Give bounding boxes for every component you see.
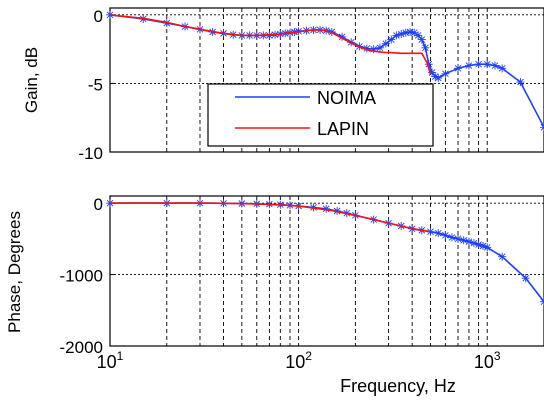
data-point-noima bbox=[106, 10, 114, 19]
series-line-lapin bbox=[109, 14, 432, 75]
data-point-noima bbox=[521, 274, 530, 283]
y-tick-label: -10 bbox=[78, 144, 103, 163]
phase-x-ticks: 101 102 103 bbox=[97, 349, 501, 372]
data-point-noima bbox=[392, 31, 401, 40]
data-point-noima bbox=[375, 43, 384, 52]
data-point-noima bbox=[464, 237, 473, 246]
y-tick-label: 0 bbox=[94, 7, 103, 26]
data-point-noima bbox=[459, 236, 468, 245]
data-point-noima bbox=[498, 64, 507, 73]
data-point-noima bbox=[406, 28, 415, 36]
data-point-noima bbox=[441, 231, 450, 240]
x-tick-label: 103 bbox=[474, 349, 501, 372]
data-point-noima bbox=[381, 39, 390, 48]
data-point-noima bbox=[491, 61, 500, 70]
legend: NOIMA LAPIN bbox=[207, 83, 434, 147]
data-point-noima bbox=[417, 35, 426, 44]
data-point-noima bbox=[474, 60, 483, 69]
data-point-noima bbox=[464, 61, 473, 70]
gain-plot: 0 -5 -10 NOIMA LAPIN Gain, dB bbox=[22, 7, 544, 163]
data-point-noima bbox=[434, 73, 443, 82]
x-tick-label: 102 bbox=[285, 349, 312, 372]
data-point-noima bbox=[397, 30, 406, 39]
y-tick-label: 0 bbox=[94, 195, 103, 214]
y-tick-label: -1000 bbox=[60, 267, 103, 286]
data-point-noima bbox=[338, 32, 347, 41]
data-point-noima bbox=[498, 252, 507, 261]
y-tick-label: -2000 bbox=[60, 338, 103, 357]
phase-series bbox=[106, 199, 544, 306]
y-tick-label: -5 bbox=[88, 75, 103, 94]
phase-y-axis-label: Phase, Degrees bbox=[5, 211, 24, 333]
gain-y-ticks: 0 -5 -10 bbox=[78, 7, 115, 163]
data-point-noima bbox=[431, 72, 440, 81]
data-point-noima bbox=[362, 44, 371, 53]
data-point-noima bbox=[447, 233, 456, 242]
gain-y-axis-label: Gain, dB bbox=[22, 47, 41, 113]
data-point-noima bbox=[426, 227, 435, 236]
data-point-noima bbox=[387, 35, 396, 44]
data-point-noima bbox=[441, 69, 450, 78]
phase-y-ticks: 0 -1000 -2000 bbox=[60, 195, 115, 357]
phase-x-axis-label: Frequency, Hz bbox=[340, 376, 456, 396]
data-point-noima bbox=[479, 242, 488, 250]
legend-box bbox=[207, 83, 434, 147]
data-point-noima bbox=[454, 234, 463, 243]
data-point-noima bbox=[421, 43, 430, 52]
data-point-noima bbox=[483, 243, 492, 252]
data-point-noima bbox=[428, 68, 437, 77]
data-point-noima bbox=[414, 31, 423, 40]
data-point-noima bbox=[483, 60, 492, 69]
data-point-noima bbox=[434, 229, 443, 238]
x-tick-label: 101 bbox=[97, 349, 124, 372]
phase-plot-frame bbox=[109, 195, 544, 347]
data-point-noima bbox=[410, 28, 419, 37]
data-point-noima bbox=[474, 240, 483, 249]
data-point-noima bbox=[454, 64, 463, 73]
data-point-noima bbox=[401, 28, 410, 37]
series-line-lapin bbox=[110, 202, 431, 233]
phase-plot: 0 -1000 -2000 101 102 103 Phase, Degrees Fre… bbox=[5, 195, 544, 396]
data-point-noima bbox=[322, 204, 331, 213]
data-point-noima bbox=[516, 78, 525, 87]
legend-noima-label: NOIMA bbox=[317, 88, 376, 108]
legend-lapin-label: LAPIN bbox=[317, 119, 369, 139]
gain-series bbox=[106, 10, 544, 132]
data-point-noima bbox=[369, 45, 378, 54]
data-point-noima bbox=[424, 60, 433, 69]
data-point-noima bbox=[469, 239, 478, 248]
